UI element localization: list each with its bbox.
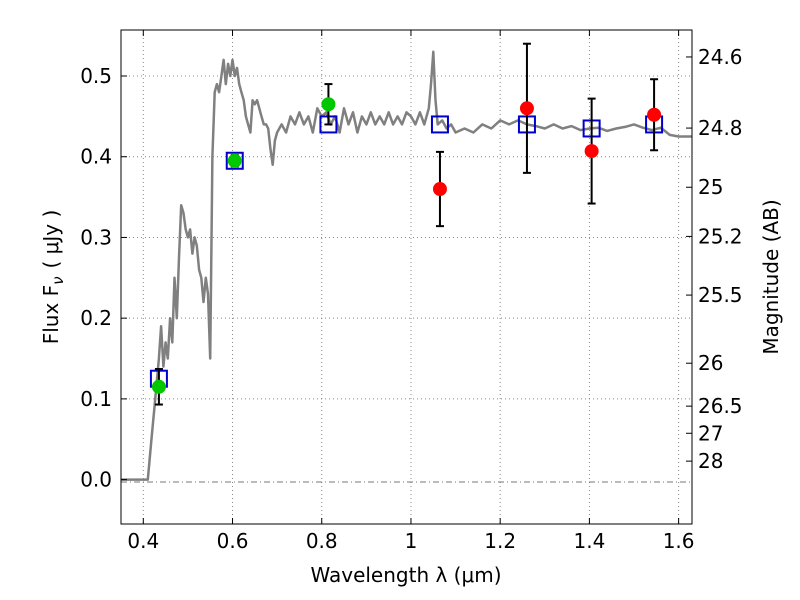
y-tick-label: 0.5: [80, 64, 112, 88]
y2-tick-label: 26: [698, 351, 723, 375]
x-tick-label: 0.8: [306, 529, 338, 553]
observed-photometry-points: [151, 42, 662, 406]
red-data-point: [647, 107, 662, 122]
y2-tick-label: 27: [698, 421, 723, 445]
x-axis-label: Wavelength λ (μm): [310, 563, 501, 587]
x-tick-label: 1.4: [573, 529, 605, 553]
y2-tick-label: 25.5: [698, 283, 743, 307]
red-data-point: [432, 182, 447, 197]
red-data-point: [584, 144, 599, 159]
model-photometry-square: [225, 151, 244, 170]
y-tick-label: 0.1: [80, 387, 112, 411]
x-tick-label: 1.2: [484, 529, 516, 553]
x-tick-label: 0.4: [127, 529, 159, 553]
y-tick-label: 0.2: [80, 306, 112, 330]
y2-tick-label: 28: [698, 449, 723, 473]
y-tick-label: 0.3: [80, 225, 112, 249]
model-spectrum: [121, 50, 692, 481]
x-tick-label: 1: [405, 529, 418, 553]
y2-axis-label: Magnitude (AB): [759, 199, 783, 354]
model-spectrum-line: [121, 50, 692, 481]
y-tick-label: 0.0: [80, 468, 112, 492]
y-axis-label: Flux Fν( μJy ): [39, 210, 67, 345]
y2-tick-label: 24.6: [698, 45, 743, 69]
y2-tick-label: 25: [698, 175, 723, 199]
plot-frame: [120, 29, 693, 525]
y2-tick-label: 25.2: [698, 224, 743, 248]
green-data-point: [321, 97, 336, 112]
green-data-point: [227, 153, 242, 168]
green-data-point: [151, 379, 166, 394]
axes: 0.4 0.6 0.8 1 1.2 1.4 1.6 0.0 0.1 0.2 0.3 0.4 0.5 24.…: [80, 30, 743, 553]
x-tick-label: 0.6: [217, 529, 249, 553]
red-data-point: [519, 101, 534, 116]
y2-tick-label: 26.5: [698, 394, 743, 418]
x-tick-label: 1.6: [663, 529, 695, 553]
model-photometry-square: [430, 115, 449, 134]
y2-tick-label: 24.8: [698, 116, 743, 140]
y-axis-label-subscript: ν: [49, 276, 67, 284]
y-tick-label: 0.4: [80, 145, 112, 169]
